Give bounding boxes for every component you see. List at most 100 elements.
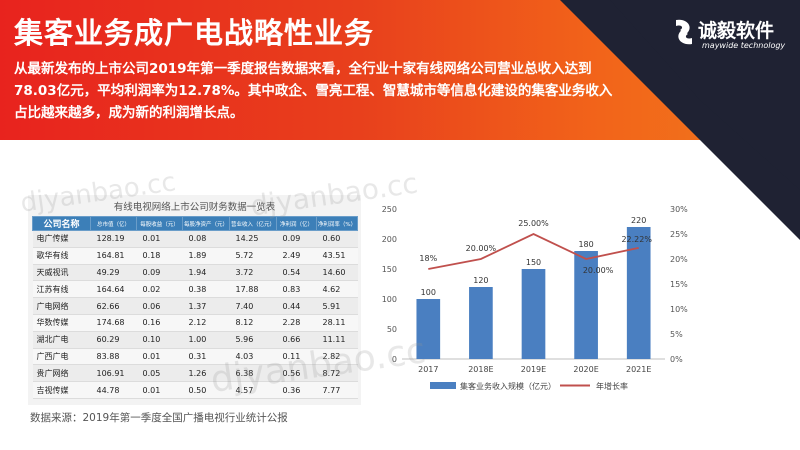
- table-cell: 8.12: [229, 314, 277, 332]
- header-net-profit: 净利润（亿）: [276, 216, 317, 231]
- table-cell: 4.03: [229, 348, 277, 366]
- y-right-tick-label: 0%: [670, 355, 683, 364]
- company-logo: 诚毅软件 maywide technology: [670, 14, 790, 58]
- bar-revenue-2021E: [626, 227, 651, 359]
- table-cell: 华数传媒: [32, 314, 91, 332]
- table-cell: 江苏有线: [32, 280, 91, 299]
- legend-bar-swatch: [430, 382, 456, 389]
- bar-revenue-2019E: [521, 269, 546, 359]
- growth-rate-line: [428, 233, 639, 270]
- table-cell: 0.54: [276, 264, 317, 282]
- table-cell: 0.44: [276, 297, 317, 315]
- x-tick-label: 2019E: [521, 365, 546, 374]
- y-right-tick-label: 20%: [670, 255, 688, 264]
- y-left-tick-label: 0: [392, 355, 397, 364]
- table-row: 湖北广电 60.29 0.10 1.00 5.96 0.66 11.11: [32, 331, 358, 349]
- logo-subtitle: maywide technology: [702, 41, 786, 50]
- table-cell: 28.11: [316, 314, 358, 332]
- table-cell: 湖北广电: [32, 331, 91, 349]
- y-left-tick-label: 100: [382, 295, 397, 304]
- y-left-tick-label: 200: [382, 235, 397, 244]
- table-cell: 0.01: [136, 381, 183, 399]
- x-tick-label: 2021E: [626, 365, 651, 374]
- table-cell: 1.94: [182, 264, 230, 282]
- table-row: 贵广网络 106.91 0.05 1.26 6.38 0.56 8.72: [32, 364, 358, 383]
- page-title: 集客业务成广电战略性业务: [14, 16, 375, 50]
- growth-rate-label: 18%: [419, 254, 437, 263]
- table-cell: 2.49: [276, 247, 317, 265]
- table-cell: 广电网络: [32, 297, 91, 315]
- table-row: 广电网络 62.66 0.06 1.37 7.40 0.44 5.91: [32, 297, 358, 315]
- table-cell: 0.38: [182, 280, 230, 299]
- financial-table-panel: 有线电视网络上市公司财务数据一览表 公司名称 总市值（亿） 每股收益（元） 每股…: [28, 195, 361, 405]
- table-cell: 60.29: [90, 331, 137, 349]
- x-tick-label: 2017: [418, 365, 438, 374]
- header-net-margin: 净利润率（%）: [316, 216, 358, 231]
- table-cell: 1.00: [182, 331, 230, 349]
- header-market-cap: 总市值（亿）: [90, 216, 137, 231]
- table-cell: 17.88: [229, 280, 277, 299]
- table-cell: 0.16: [136, 314, 183, 332]
- table-row: 歌华有线 164.81 0.18 1.89 5.72 2.49 43.51: [32, 247, 358, 265]
- table-cell: 5.91: [316, 297, 358, 315]
- table-cell: 0.83: [276, 280, 317, 299]
- table-cell: 贵广网络: [32, 364, 91, 383]
- table-cell: 0.11: [276, 348, 317, 366]
- y-right-tick-label: 10%: [670, 305, 688, 314]
- table-title: 有线电视网络上市公司财务数据一览表: [113, 202, 276, 213]
- table-cell: 164.64: [90, 280, 137, 299]
- table-cell: 电广传媒: [32, 230, 91, 248]
- table-cell: 62.66: [90, 297, 137, 315]
- table-cell: 5.72: [229, 247, 277, 265]
- table-cell: 0.08: [182, 230, 230, 248]
- y-left-tick-label: 250: [382, 205, 397, 214]
- table-cell: 3.72: [229, 264, 277, 282]
- table-row: 天威视讯 49.29 0.09 1.94 3.72 0.54 14.60: [32, 264, 358, 282]
- table-cell: 0.01: [136, 348, 183, 366]
- header-nav-per-share: 每股净资产（元）: [182, 216, 230, 231]
- bar-revenue-2018E: [469, 287, 493, 359]
- table-cell: 广西广电: [32, 348, 91, 366]
- table-row: 电广传媒 128.19 0.01 0.08 14.25 0.09 0.60: [32, 230, 358, 248]
- table-row: 广西广电 83.88 0.01 0.31 4.03 0.11 2.82: [32, 348, 358, 366]
- growth-rate-label: 20.00%: [583, 266, 614, 275]
- y-right-tick-label: 15%: [670, 280, 688, 289]
- table-cell: 0.66: [276, 331, 317, 349]
- table-cell: 歌华有线: [32, 247, 91, 265]
- y-right-tick-label: 5%: [670, 330, 683, 339]
- bar-value-label: 220: [631, 216, 646, 225]
- table-cell: 8.72: [316, 364, 358, 383]
- table-cell: 0.31: [182, 348, 230, 366]
- header-revenue: 营业收入（亿元）: [229, 216, 277, 231]
- table-cell: 1.26: [182, 364, 230, 383]
- header-company: 公司名称: [32, 216, 91, 231]
- table-cell: 5.96: [229, 331, 277, 349]
- table-row: 江苏有线 164.64 0.02 0.38 17.88 0.83 4.62: [32, 280, 358, 299]
- growth-rate-label: 22.22%: [621, 235, 652, 244]
- table-cell: 0.18: [136, 247, 183, 265]
- data-source-note: 数据来源：2019年第一季度全国广播电视行业统计公报: [30, 412, 288, 424]
- table-cell: 2.12: [182, 314, 230, 332]
- table-cell: 11.11: [316, 331, 358, 349]
- table-cell: 128.19: [90, 230, 137, 248]
- chart-panel: 0 50 100 150 200 250 0% 5% 10% 15% 20% 25% 30% 100 120…: [368, 195, 701, 405]
- table-cell: 2.82: [316, 348, 358, 366]
- table-cell: 天威视讯: [32, 264, 91, 282]
- financial-table: 公司名称 总市值（亿） 每股收益（元） 每股净资产（元） 营业收入（亿元） 净利…: [32, 216, 358, 399]
- table-cell: 4.62: [316, 280, 358, 299]
- legend-line-label: 年增长率: [596, 381, 628, 391]
- bar-value-label: 100: [421, 288, 436, 297]
- legend-bar-label: 集客业务收入规模（亿元）: [460, 381, 556, 391]
- table-cell: 吉视传媒: [32, 381, 91, 399]
- table-cell: 0.09: [136, 264, 183, 282]
- x-tick-label: 2018E: [468, 365, 493, 374]
- table-cell: 0.05: [136, 364, 183, 383]
- table-cell: 0.56: [276, 364, 317, 383]
- table-cell: 43.51: [316, 247, 358, 265]
- table-cell: 44.78: [90, 381, 137, 399]
- swirl-logo-icon: [676, 19, 692, 45]
- table-cell: 0.10: [136, 331, 183, 349]
- growth-rate-label: 20.00%: [466, 244, 497, 253]
